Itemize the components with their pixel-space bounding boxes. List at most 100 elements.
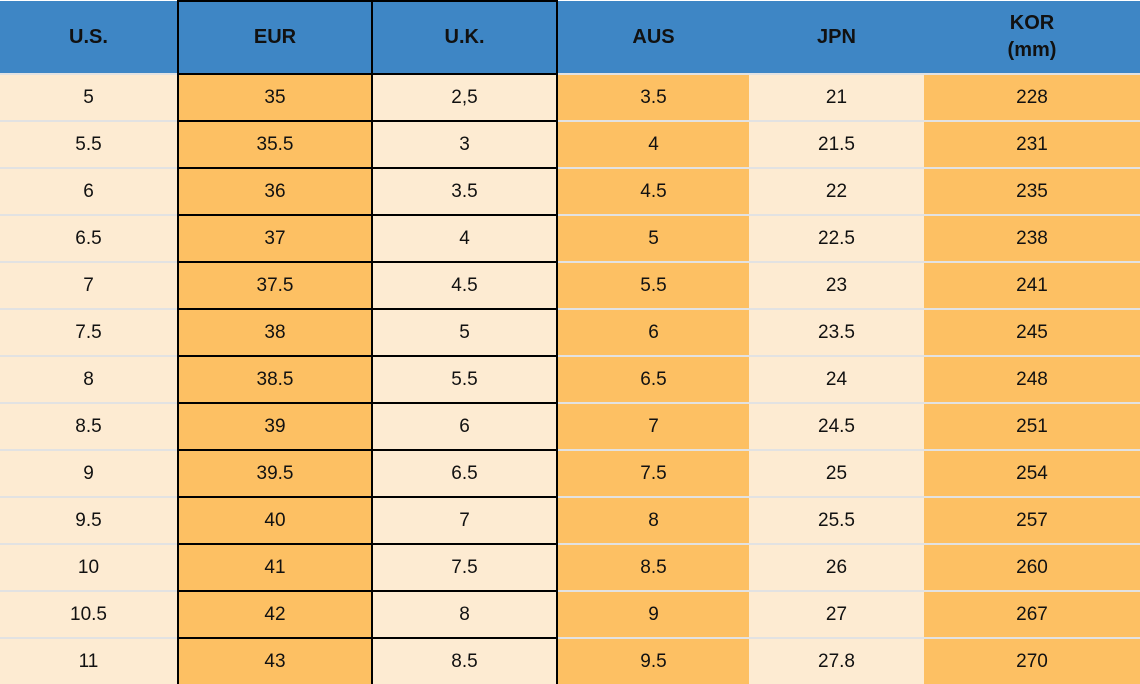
cell-eur: 35 xyxy=(177,73,373,122)
table-row: 7 37.5 4.5 5.5 23 241 xyxy=(0,261,1140,310)
cell-us: 10 xyxy=(0,543,178,591)
cell-aus: 4.5 xyxy=(557,167,749,215)
cell-jpn: 23.5 xyxy=(749,308,924,356)
table-row: 10.5 42 8 9 27 267 xyxy=(0,590,1140,639)
header-jpn: JPN xyxy=(749,1,924,74)
cell-uk: 6.5 xyxy=(371,449,558,498)
cell-eur: 39.5 xyxy=(177,449,373,498)
cell-jpn: 23 xyxy=(749,261,924,309)
cell-us: 6 xyxy=(0,167,178,215)
header-kor-sublabel: (mm) xyxy=(1007,39,1057,61)
cell-eur: 38.5 xyxy=(177,355,373,404)
cell-eur: 37 xyxy=(177,214,373,263)
cell-aus: 6 xyxy=(557,308,749,356)
table-row: 7.5 38 5 6 23.5 245 xyxy=(0,308,1140,357)
table-body: 5 35 2,5 3.5 21 228 5.5 35.5 3 4 21.5 231 6 36 3.5 4.5 2… xyxy=(0,73,1140,684)
cell-aus: 5 xyxy=(557,214,749,262)
header-eur: EUR xyxy=(177,0,373,75)
cell-kor: 270 xyxy=(924,637,1140,684)
header-us: U.S. xyxy=(0,1,178,74)
cell-eur: 40 xyxy=(177,496,373,545)
cell-us: 8 xyxy=(0,355,178,403)
header-row: U.S. EUR U.K. AUS JPN KOR (mm) xyxy=(0,0,1140,75)
cell-us: 11 xyxy=(0,637,178,684)
cell-aus: 6.5 xyxy=(557,355,749,403)
cell-jpn: 21 xyxy=(749,73,924,121)
cell-uk: 5.5 xyxy=(371,355,558,404)
cell-aus: 7.5 xyxy=(557,449,749,497)
cell-eur: 42 xyxy=(177,590,373,639)
cell-eur: 38 xyxy=(177,308,373,357)
header-kor: KOR (mm) xyxy=(924,1,1140,74)
table-row: 10 41 7.5 8.5 26 260 xyxy=(0,543,1140,592)
cell-kor: 245 xyxy=(924,308,1140,356)
cell-eur: 41 xyxy=(177,543,373,592)
cell-aus: 8.5 xyxy=(557,543,749,591)
table-row: 8.5 39 6 7 24.5 251 xyxy=(0,402,1140,451)
table-row: 5 35 2,5 3.5 21 228 xyxy=(0,73,1140,122)
cell-jpn: 26 xyxy=(749,543,924,591)
header-aus: AUS xyxy=(557,1,749,74)
table-row: 9 39.5 6.5 7.5 25 254 xyxy=(0,449,1140,498)
cell-eur: 36 xyxy=(177,167,373,216)
cell-uk: 8.5 xyxy=(371,637,558,684)
cell-kor: 267 xyxy=(924,590,1140,638)
table-row: 8 38.5 5.5 6.5 24 248 xyxy=(0,355,1140,404)
cell-us: 8.5 xyxy=(0,402,178,450)
cell-aus: 7 xyxy=(557,402,749,450)
cell-uk: 4.5 xyxy=(371,261,558,310)
cell-jpn: 21.5 xyxy=(749,120,924,168)
table-row: 6 36 3.5 4.5 22 235 xyxy=(0,167,1140,216)
cell-kor: 235 xyxy=(924,167,1140,215)
cell-uk: 3 xyxy=(371,120,558,169)
cell-kor: 238 xyxy=(924,214,1140,262)
cell-aus: 3.5 xyxy=(557,73,749,121)
cell-uk: 4 xyxy=(371,214,558,263)
cell-aus: 5.5 xyxy=(557,261,749,309)
table-row: 6.5 37 4 5 22.5 238 xyxy=(0,214,1140,263)
cell-uk: 6 xyxy=(371,402,558,451)
cell-uk: 7.5 xyxy=(371,543,558,592)
cell-uk: 5 xyxy=(371,308,558,357)
cell-eur: 37.5 xyxy=(177,261,373,310)
cell-eur: 35.5 xyxy=(177,120,373,169)
cell-eur: 39 xyxy=(177,402,373,451)
cell-jpn: 24 xyxy=(749,355,924,403)
cell-us: 5 xyxy=(0,73,178,121)
cell-uk: 3.5 xyxy=(371,167,558,216)
cell-jpn: 24.5 xyxy=(749,402,924,450)
cell-us: 7 xyxy=(0,261,178,309)
table-row: 11 43 8.5 9.5 27.8 270 xyxy=(0,637,1140,684)
cell-us: 7.5 xyxy=(0,308,178,356)
cell-kor: 241 xyxy=(924,261,1140,309)
table-row: 5.5 35.5 3 4 21.5 231 xyxy=(0,120,1140,169)
cell-us: 5.5 xyxy=(0,120,178,168)
cell-jpn: 25.5 xyxy=(749,496,924,544)
cell-jpn: 27 xyxy=(749,590,924,638)
cell-kor: 228 xyxy=(924,73,1140,121)
cell-aus: 9.5 xyxy=(557,637,749,684)
cell-us: 9.5 xyxy=(0,496,178,544)
cell-uk: 8 xyxy=(371,590,558,639)
cell-kor: 260 xyxy=(924,543,1140,591)
cell-aus: 8 xyxy=(557,496,749,544)
cell-us: 9 xyxy=(0,449,178,497)
cell-jpn: 22 xyxy=(749,167,924,215)
cell-uk: 7 xyxy=(371,496,558,545)
header-kor-label: KOR xyxy=(1009,12,1055,34)
cell-jpn: 27.8 xyxy=(749,637,924,684)
cell-eur: 43 xyxy=(177,637,373,684)
cell-us: 10.5 xyxy=(0,590,178,638)
cell-kor: 251 xyxy=(924,402,1140,450)
cell-kor: 248 xyxy=(924,355,1140,403)
cell-aus: 9 xyxy=(557,590,749,638)
cell-us: 6.5 xyxy=(0,214,178,262)
cell-kor: 231 xyxy=(924,120,1140,168)
cell-kor: 257 xyxy=(924,496,1140,544)
cell-jpn: 22.5 xyxy=(749,214,924,262)
table-row: 9.5 40 7 8 25.5 257 xyxy=(0,496,1140,545)
cell-kor: 254 xyxy=(924,449,1140,497)
cell-uk: 2,5 xyxy=(371,73,558,122)
cell-jpn: 25 xyxy=(749,449,924,497)
